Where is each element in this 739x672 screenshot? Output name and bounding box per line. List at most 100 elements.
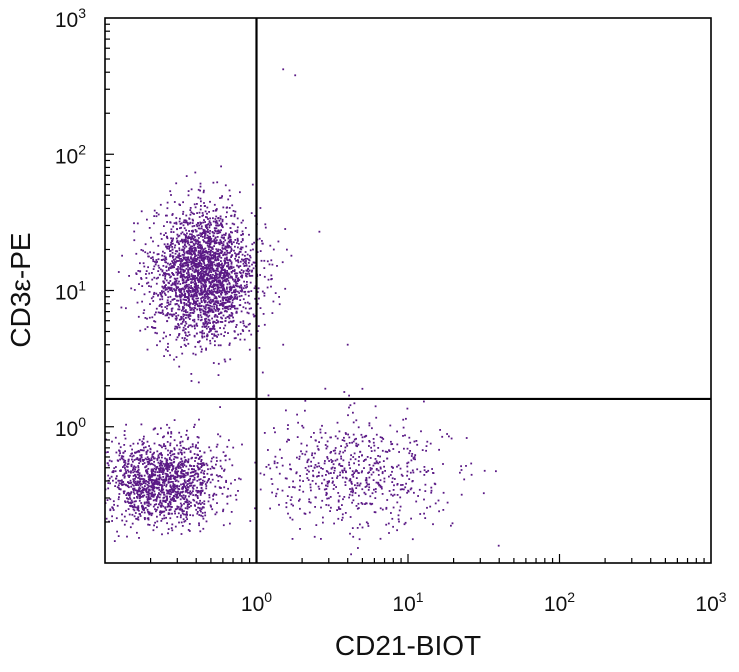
data-point (199, 530, 202, 533)
data-point (217, 217, 220, 219)
data-point (169, 266, 172, 269)
data-point (292, 486, 294, 488)
data-point (230, 305, 233, 308)
data-point (123, 464, 125, 467)
data-point (164, 472, 167, 475)
data-point (187, 270, 189, 273)
data-point (137, 468, 140, 471)
data-point (169, 462, 172, 464)
data-point (242, 287, 245, 290)
data-point (176, 326, 179, 329)
data-point (242, 233, 244, 236)
data-point (185, 221, 187, 224)
data-point (162, 436, 164, 439)
data-point (243, 258, 246, 261)
data-point (390, 493, 393, 496)
data-point (118, 488, 121, 490)
data-point (159, 501, 161, 504)
data-point (189, 236, 192, 239)
data-point (207, 263, 209, 266)
data-point (182, 321, 184, 323)
data-point (184, 264, 187, 267)
data-point (201, 482, 204, 485)
data-point (182, 446, 184, 449)
data-point (187, 529, 190, 531)
data-point (223, 358, 226, 361)
data-point (215, 277, 217, 279)
data-point (244, 272, 247, 275)
data-point (381, 508, 384, 511)
data-point (138, 493, 140, 496)
data-point (208, 264, 210, 267)
data-point (177, 304, 180, 307)
data-point (174, 325, 177, 328)
data-point (164, 457, 166, 460)
data-point (199, 276, 202, 279)
data-point (139, 487, 141, 490)
data-point (213, 297, 216, 300)
data-point (230, 511, 233, 513)
data-point (160, 464, 162, 466)
data-point (186, 473, 189, 476)
data-point (219, 406, 221, 408)
data-point (405, 482, 407, 485)
data-point (356, 484, 359, 487)
data-point (139, 490, 142, 493)
data-point (204, 267, 207, 269)
data-point (281, 261, 284, 264)
data-point (135, 517, 137, 520)
data-point (200, 455, 203, 458)
data-point (176, 456, 179, 459)
data-point (225, 256, 228, 259)
data-point (203, 279, 206, 281)
data-point (185, 229, 187, 232)
data-point (182, 275, 185, 277)
data-point (207, 273, 209, 276)
data-point (245, 326, 247, 328)
data-point (217, 270, 220, 273)
data-point (170, 474, 172, 477)
data-point (209, 260, 212, 262)
data-point (196, 496, 199, 498)
data-point (122, 466, 124, 468)
data-point (227, 246, 230, 249)
data-point (285, 502, 288, 504)
data-point (235, 255, 237, 258)
data-point (432, 523, 434, 526)
data-point (284, 287, 287, 290)
data-point (220, 316, 222, 319)
data-point (193, 302, 196, 305)
data-point (201, 255, 204, 257)
data-point (173, 262, 176, 265)
data-point (349, 458, 352, 461)
data-point (134, 512, 137, 514)
data-point (175, 250, 177, 252)
data-point (196, 225, 199, 228)
data-point (241, 230, 244, 233)
data-point (159, 203, 162, 206)
data-point (207, 230, 209, 233)
data-point (184, 495, 187, 497)
data-point (285, 409, 287, 412)
data-point (185, 251, 188, 253)
data-point (344, 481, 347, 484)
data-point (215, 273, 217, 275)
data-point (189, 315, 192, 317)
data-point (189, 221, 192, 224)
data-point (203, 500, 206, 503)
data-point (226, 211, 228, 214)
data-point (232, 241, 235, 244)
data-point (172, 258, 175, 261)
data-point (221, 321, 224, 323)
data-point (152, 251, 155, 254)
data-point (363, 491, 366, 494)
data-point (186, 304, 188, 307)
data-point (171, 290, 174, 292)
data-point (141, 478, 143, 480)
data-point (401, 488, 403, 491)
data-point (148, 513, 151, 516)
data-point (326, 492, 328, 495)
data-point (183, 269, 185, 272)
data-point (133, 500, 136, 503)
data-point (209, 504, 212, 507)
